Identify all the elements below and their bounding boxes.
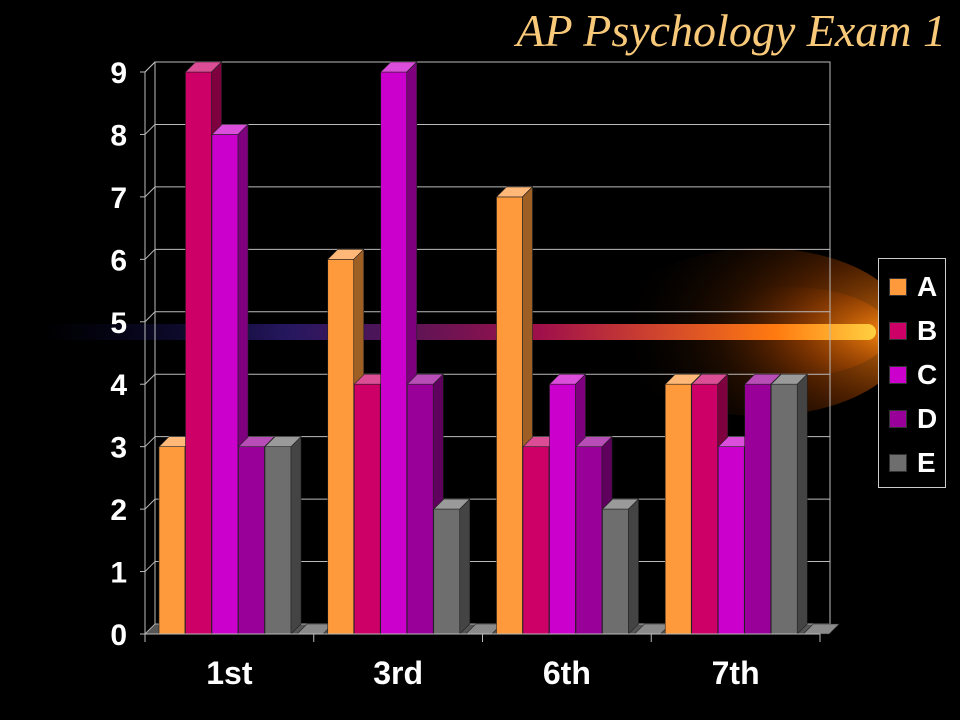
legend-item-E: E — [889, 443, 936, 483]
bar-front — [185, 71, 212, 635]
legend-item-C: C — [889, 355, 937, 395]
gridline-side — [144, 248, 156, 260]
bar-front — [575, 446, 603, 635]
y-tick-label: 7 — [110, 182, 127, 215]
bar-front — [522, 446, 550, 635]
bar-front — [664, 383, 692, 635]
bar-front — [264, 446, 292, 635]
bar-front — [433, 508, 461, 635]
bar-front — [744, 383, 772, 635]
legend-swatch — [889, 322, 907, 340]
x-tick-label: 7th — [712, 655, 760, 691]
legend-label: B — [917, 315, 938, 346]
y-tick-label: 8 — [110, 119, 127, 152]
bar-front — [549, 383, 576, 635]
x-tick-label: 3rd — [373, 655, 423, 691]
bar-side — [459, 498, 471, 635]
bar-front — [770, 383, 798, 635]
chart-title: AP Psychology Exam 1 — [516, 5, 946, 56]
bar-empty-cap — [802, 623, 840, 635]
y-tick-label: 5 — [110, 307, 127, 340]
bar-3rd-A — [327, 248, 365, 635]
bar-front — [353, 383, 381, 635]
gridline-side — [144, 124, 156, 135]
bar-3rd-D — [406, 373, 444, 635]
y-tick-label: 6 — [110, 244, 127, 277]
legend-item-A: A — [889, 267, 937, 307]
gridline-side — [144, 61, 156, 73]
legend-item-D: D — [889, 399, 937, 439]
bar-side — [796, 373, 808, 635]
legend-label: C — [917, 359, 938, 390]
y-tick-label: 1 — [110, 557, 127, 590]
bars-group — [158, 61, 840, 635]
gridline-side — [144, 311, 156, 323]
y-tick-label: 4 — [110, 369, 127, 402]
bar-front — [496, 196, 523, 635]
legend-swatch — [889, 278, 907, 296]
y-tick-label: 9 — [110, 57, 127, 90]
gridline-side — [144, 186, 156, 198]
bar-6th-E — [601, 498, 640, 635]
legend-swatch — [889, 454, 907, 472]
bar-1st-E — [264, 435, 302, 635]
bar-front — [238, 446, 265, 635]
x-tick-label: 1st — [206, 655, 253, 691]
legend-swatch — [889, 410, 907, 428]
axes-group: 0 1 2 3 4 5 6 7 8 9 1st 3rd 6th 7th — [110, 57, 821, 691]
gridline-side — [144, 498, 156, 510]
legend-item-B: B — [889, 311, 937, 351]
bar-7th-E — [770, 373, 808, 635]
bar-front — [380, 71, 408, 635]
legend-swatch — [889, 366, 907, 384]
bar-side — [290, 435, 302, 635]
bar-front — [691, 383, 719, 635]
bar-front — [211, 134, 239, 635]
bar-front — [158, 446, 186, 635]
y-tick-label: 0 — [110, 619, 127, 652]
bar-side — [628, 498, 639, 635]
y-tick-label: 3 — [110, 432, 127, 465]
bar-7th-B — [691, 373, 729, 635]
bar-front — [602, 508, 629, 635]
gridline-side — [144, 373, 156, 385]
bar-front — [406, 383, 434, 635]
bar-front — [717, 446, 745, 635]
legend-label: A — [917, 271, 938, 302]
x-tick-label: 6th — [543, 655, 591, 691]
y-tick-label: 2 — [110, 494, 127, 527]
gridline-side — [144, 436, 156, 448]
legend-label: D — [917, 403, 938, 434]
legend-label: E — [917, 447, 936, 478]
bar-front — [327, 259, 355, 635]
bar-3rd-E — [433, 498, 471, 635]
gridline-side — [144, 561, 156, 572]
